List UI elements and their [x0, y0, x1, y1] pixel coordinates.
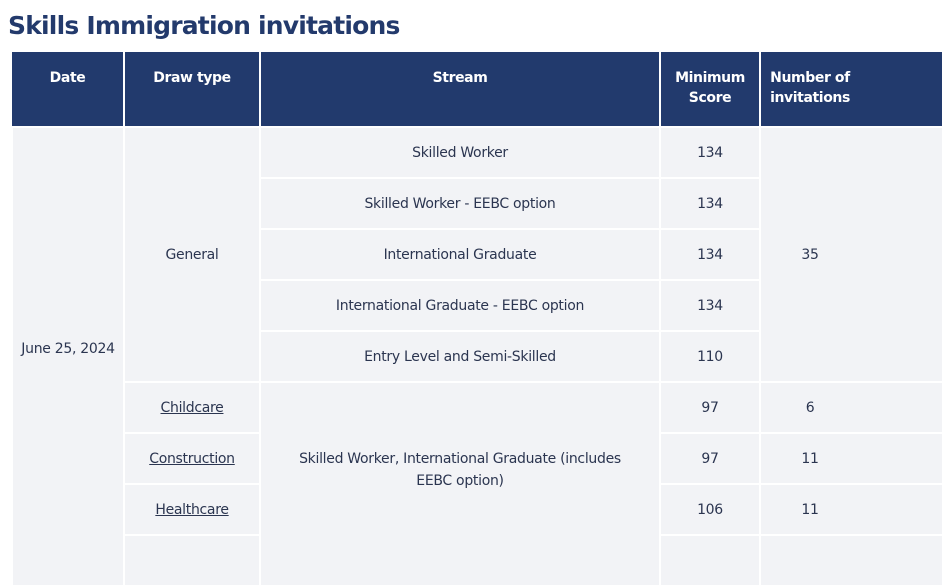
draw-type-healthcare: Healthcare	[123, 483, 261, 536]
table-row: Construction 97 11	[12, 432, 942, 485]
draw-type-construction: Construction	[123, 432, 261, 485]
invitations-table: Date Draw type Stream Minimum Score Numb…	[11, 52, 942, 587]
score-cell: 106	[659, 483, 761, 536]
header-minimum-score: Minimum Score	[659, 52, 760, 127]
header-stream: Stream	[259, 52, 660, 127]
table-row: Skilled Worker - EEBC option 134	[12, 177, 942, 230]
stream-targeted-text: Skilled Worker, International Graduate (…	[299, 451, 621, 489]
construction-link[interactable]: Construction	[149, 450, 235, 467]
score-cell: 134	[659, 126, 761, 179]
score-cell: 110	[659, 330, 761, 383]
header-date: Date	[12, 52, 124, 127]
table-row: International Graduate - EEBC option 134	[12, 279, 942, 332]
score-cell	[659, 534, 761, 587]
stream-cell: International Graduate - EEBC option	[259, 279, 661, 332]
stream-cell: International Graduate	[259, 228, 661, 281]
stream-cell: Entry Level and Semi-Skilled	[259, 330, 661, 383]
score-cell: 97	[659, 381, 761, 434]
score-cell: 134	[659, 177, 761, 230]
draw-type-general: General	[123, 126, 261, 383]
header-row: Date Draw type Stream Minimum Score Numb…	[12, 52, 942, 127]
table-row: Childcare Skilled Worker, International …	[12, 381, 942, 587]
childcare-link[interactable]: Childcare	[160, 399, 224, 416]
table-row: Entry Level and Semi-Skilled 110	[12, 330, 942, 383]
table-row: International Graduate 134	[12, 228, 942, 281]
invitations-general: 35	[759, 126, 942, 383]
table-row: Healthcare 106 11	[12, 483, 942, 536]
healthcare-link[interactable]: Healthcare	[155, 501, 229, 518]
score-cell: 97	[659, 432, 761, 485]
stream-cell: Skilled Worker	[259, 126, 661, 179]
header-draw-type: Draw type	[123, 52, 260, 127]
invitations-cell: 11	[759, 432, 942, 485]
draw-type-childcare: Childcare	[123, 381, 261, 434]
date-cell: June 25, 2024	[11, 126, 125, 587]
score-cell: 134	[659, 279, 761, 332]
stream-targeted: Skilled Worker, International Graduate (…	[259, 381, 661, 587]
page-title: Skills Immigration invitations	[8, 11, 400, 40]
table-row: June 25, 2024 General Skilled Worker 134…	[11, 126, 942, 587]
stream-cell: Skilled Worker - EEBC option	[259, 177, 661, 230]
score-cell: 134	[659, 228, 761, 281]
invitations-cell	[759, 534, 942, 587]
draw-type-cell	[123, 534, 261, 587]
invitations-cell: 11	[759, 483, 942, 536]
header-number-of-invitations: Number of invitations	[759, 52, 942, 127]
invitations-cell: 6	[759, 381, 942, 434]
date-value: June 25, 2024	[21, 341, 115, 357]
